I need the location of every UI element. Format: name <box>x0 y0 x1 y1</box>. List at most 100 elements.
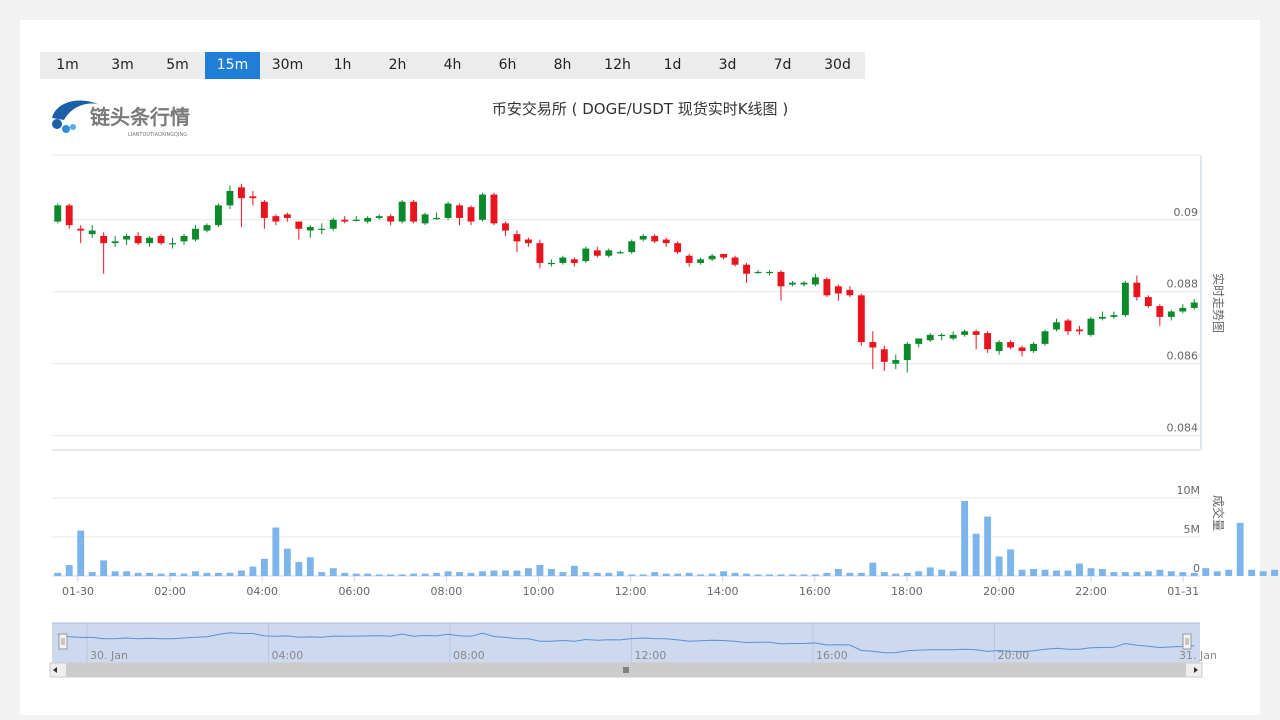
candle-body <box>616 252 624 254</box>
candle-body <box>754 271 762 274</box>
volume-bar <box>1076 563 1083 576</box>
timeframe-button-6h[interactable]: 6h <box>498 57 517 73</box>
volume-bar <box>237 570 245 576</box>
volume-bar <box>1213 571 1221 576</box>
timeframe-button-15m[interactable]: 15m <box>205 52 260 79</box>
timeframe-button-30m[interactable]: 30m <box>271 57 304 73</box>
volume-bar <box>823 572 831 576</box>
volume-bar <box>192 571 199 576</box>
x-tick-label: 01-30 <box>62 585 94 598</box>
candle-body <box>1156 306 1164 317</box>
volume-bar <box>536 565 544 576</box>
candle-body <box>1030 343 1037 352</box>
volume-bar <box>869 562 877 576</box>
volume-bar <box>513 570 521 576</box>
volume-bar <box>272 527 280 576</box>
candle-body <box>938 334 946 337</box>
volume-bar <box>352 573 360 576</box>
timeframe-button-8h[interactable]: 8h <box>553 57 572 73</box>
candle-body <box>146 237 154 244</box>
candle-body <box>651 235 659 242</box>
candle-body <box>1179 307 1187 312</box>
candle-body <box>260 201 268 218</box>
volume-axis-title: 成交量 <box>1211 495 1226 531</box>
x-tick-label: 16:00 <box>799 585 831 598</box>
candle-body <box>1007 342 1015 348</box>
candle-body <box>869 342 877 348</box>
candle-body <box>892 360 900 364</box>
x-tick-label: 01-31 <box>1167 585 1199 598</box>
candle-body <box>605 250 613 256</box>
volume-bar <box>995 556 1003 576</box>
volume-bar <box>157 573 165 576</box>
candle-body <box>341 219 349 222</box>
navigator-handle-left[interactable] <box>58 633 68 650</box>
candle-body <box>467 207 475 222</box>
candle-body <box>995 342 1003 352</box>
navigator-tick-label: 12:00 <box>635 649 667 662</box>
volume-bar <box>467 572 475 576</box>
volume-bar <box>1225 569 1233 576</box>
volume-bar <box>1030 568 1037 576</box>
timeframe-button-1d[interactable]: 1d <box>663 57 682 73</box>
scroll-left-arrow-icon[interactable] <box>53 667 57 673</box>
candle-body <box>880 349 888 362</box>
x-tick-label: 22:00 <box>1075 585 1107 598</box>
volume-bar <box>1259 571 1267 576</box>
volume-bar <box>1271 569 1279 576</box>
x-tick-label: 20:00 <box>983 585 1015 598</box>
candle-body <box>547 262 555 265</box>
timeframe-button-12h[interactable]: 12h <box>604 57 631 73</box>
candle-body <box>582 248 590 262</box>
candle-body <box>318 228 326 230</box>
x-tick-label: 14:00 <box>707 585 739 598</box>
volume-bar <box>88 572 96 576</box>
volume-bar <box>903 572 911 576</box>
volume-bar <box>111 571 119 576</box>
candle-body <box>949 334 957 339</box>
volume-bar <box>1064 570 1072 576</box>
volume-bar <box>502 570 509 576</box>
timeframe-button-4h[interactable]: 4h <box>443 57 462 73</box>
navigator-series-line <box>57 632 1195 654</box>
timeframe-button-5m[interactable]: 5m <box>166 57 189 73</box>
candle-body <box>123 235 131 240</box>
x-tick-label: 06:00 <box>338 585 370 598</box>
volume-bar <box>1007 549 1015 576</box>
navigator-handle-right[interactable] <box>1182 633 1192 650</box>
timeframe-button-2h[interactable]: 2h <box>388 57 407 73</box>
volume-bar <box>341 572 349 576</box>
volume-bar <box>524 568 532 576</box>
timeframe-button-3d[interactable]: 3d <box>718 57 737 73</box>
candle-body <box>708 255 716 260</box>
timeframe-button-30d[interactable]: 30d <box>824 57 851 73</box>
timeframe-button-3m[interactable]: 3m <box>111 57 134 73</box>
candle-body <box>111 241 119 244</box>
volume-bar <box>203 572 211 576</box>
candle-body <box>674 243 682 253</box>
volume-bar <box>444 571 452 576</box>
volume-tick-label: 10M <box>1177 484 1201 497</box>
timeframe-button-1h[interactable]: 1h <box>333 57 352 73</box>
candle-body <box>444 203 452 218</box>
timeframe-button-7d[interactable]: 7d <box>773 57 792 73</box>
candle-body <box>157 235 165 244</box>
candle-body <box>1041 331 1049 344</box>
candle-body <box>237 187 245 199</box>
candle-body <box>1144 297 1152 307</box>
timeframe-button-1m[interactable]: 1m <box>56 57 79 73</box>
candle-body <box>398 201 406 222</box>
logo-subtext: LIANTOUTIAOXINGQING <box>128 132 187 138</box>
candle-body <box>834 286 842 294</box>
volume-bar <box>283 548 291 576</box>
volume-bar <box>834 568 842 576</box>
candle-body <box>846 289 854 296</box>
volume-bar <box>1018 569 1026 576</box>
volume-bar <box>421 573 429 576</box>
candle-body <box>88 230 96 235</box>
candle-body <box>662 239 670 244</box>
volume-tick-label: 5M <box>1184 523 1201 536</box>
volume-bar <box>789 574 796 576</box>
scroll-right-arrow-icon[interactable] <box>1194 667 1198 673</box>
